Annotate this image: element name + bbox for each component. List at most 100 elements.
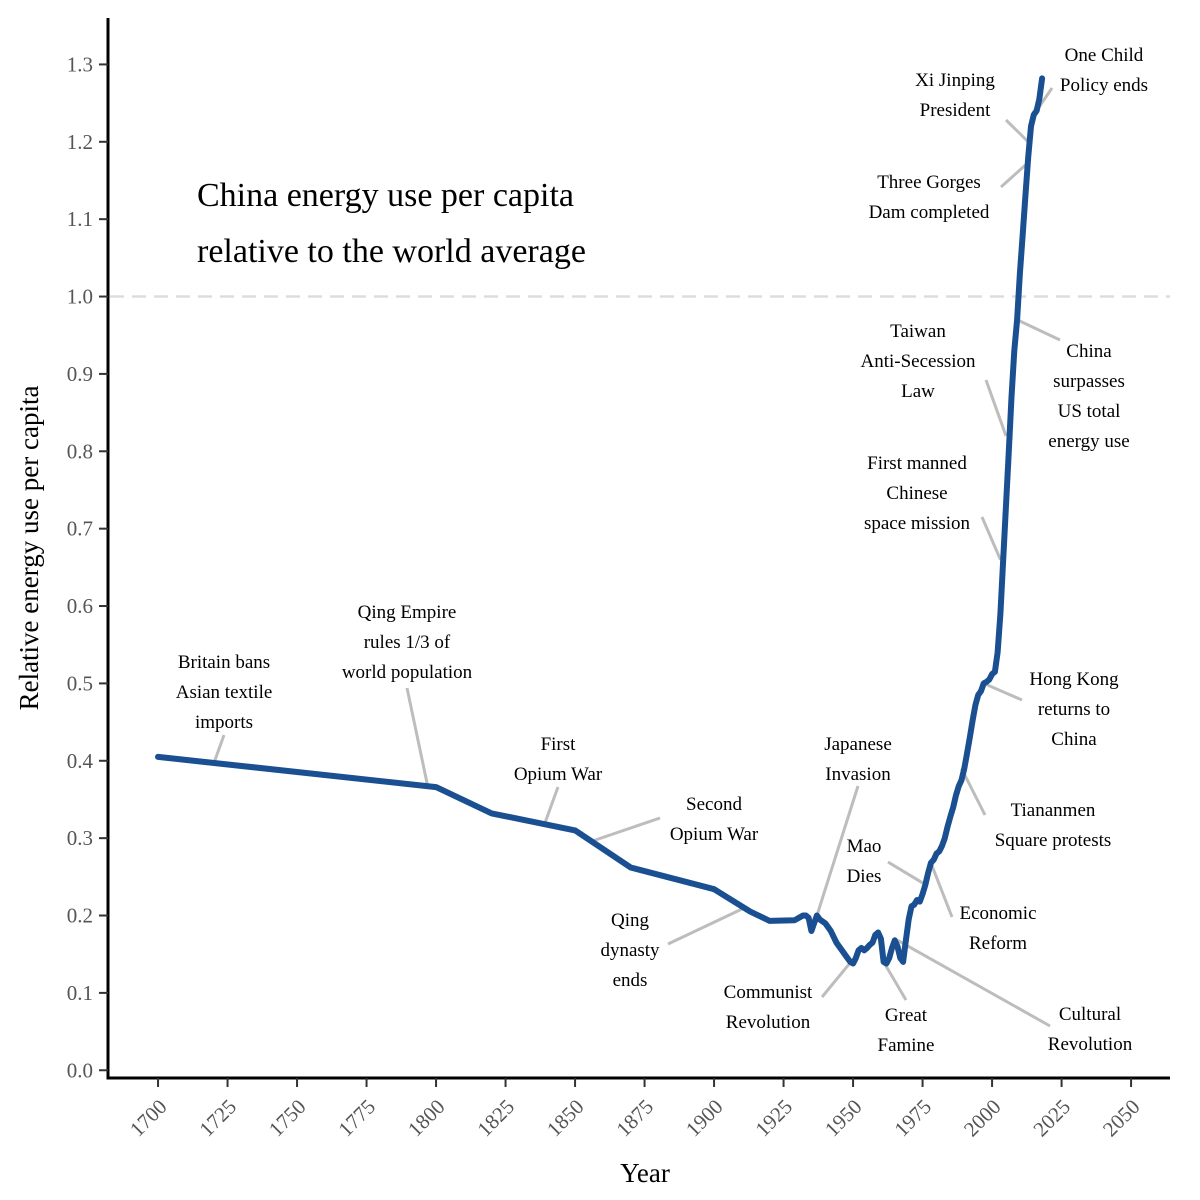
annotation-leader: [405, 687, 430, 787]
annotation-label: Policy ends: [1060, 75, 1148, 96]
annotation-leader: [1004, 118, 1030, 143]
annotation-label: One Child: [1065, 45, 1144, 66]
y-tick-label: 1.3: [67, 52, 93, 76]
annotation-leader: [896, 938, 1051, 1028]
annotation-leader: [543, 786, 560, 825]
annotation-label: China: [1066, 341, 1112, 362]
annotation-leader: [1016, 318, 1061, 342]
y-tick-label: 0.1: [67, 981, 93, 1005]
annotation-leader: [980, 516, 1002, 561]
annotation-label: Cultural: [1059, 1004, 1121, 1025]
annotation-label: Anti-Secession: [860, 351, 976, 372]
annotation-leader: [983, 682, 1023, 702]
annotation-label: Chinese: [886, 483, 947, 504]
x-tick-label: 1925: [750, 1095, 797, 1142]
annotation-leader: [929, 862, 954, 918]
x-tick-label: 1725: [194, 1095, 241, 1142]
annotation-label: Square protests: [995, 830, 1112, 851]
y-tick-label: 0.0: [67, 1058, 93, 1082]
x-tick-label: 1875: [611, 1095, 658, 1142]
annotation-label: Dies: [847, 866, 882, 887]
x-axis-ticks: 1700 1725 1750 1775 1800 1825 1850 1875 1900 1925…: [125, 1078, 1145, 1141]
annotation-label: Taiwan: [890, 321, 946, 342]
annotation-labels: Britain bans Asian textile imports Qing Emp…: [176, 45, 1148, 1056]
y-tick-label: 0.2: [67, 904, 93, 928]
annotation-label: energy use: [1048, 431, 1129, 452]
x-tick-label: 1975: [889, 1095, 936, 1142]
annotation-label: Communist: [724, 982, 813, 1003]
y-tick-label: 0.9: [67, 362, 93, 386]
annotation-leader: [820, 961, 852, 998]
chart-title: China energy use per capita relative to t…: [197, 177, 586, 270]
x-tick-label: 1850: [542, 1095, 589, 1142]
annotation-leader: [984, 379, 1008, 437]
annotation-label: Opium War: [514, 764, 603, 785]
annotation-leader: [667, 906, 746, 946]
annotation-leader: [591, 816, 661, 843]
annotation-leader: [212, 734, 226, 765]
annotation-label: Qing Empire: [358, 602, 457, 623]
annotation-label: world population: [342, 662, 473, 683]
chart-title-line: relative to the world average: [197, 233, 586, 270]
annotation-label: China: [1051, 729, 1097, 750]
annotation-label: Mao: [847, 836, 882, 857]
annotation-label: rules 1/3 of: [364, 632, 451, 653]
annotation-label: Xi Jinping: [915, 70, 995, 91]
annotation-label: space mission: [864, 513, 971, 534]
x-tick-label: 1825: [472, 1095, 519, 1142]
x-tick-label: 1750: [264, 1095, 311, 1142]
y-tick-label: 0.8: [67, 439, 93, 463]
y-tick-label: 0.3: [67, 826, 93, 850]
annotation-leaders: [212, 87, 1061, 1028]
annotation-label: surpasses: [1053, 371, 1125, 392]
y-tick-label: 1.2: [67, 130, 93, 154]
chart-title-line: China energy use per capita: [197, 177, 574, 214]
x-tick-label: 1950: [820, 1095, 867, 1142]
annotation-leader: [887, 860, 927, 886]
x-tick-label: 2000: [959, 1095, 1006, 1142]
annotation-label: Britain bans: [178, 652, 270, 673]
annotation-label: Great: [885, 1005, 928, 1026]
series-line-china: [155, 75, 1046, 967]
annotation-label: Economic: [959, 903, 1036, 924]
y-axis-title: Relative energy use per capita: [14, 386, 44, 711]
x-tick-label: 1900: [681, 1095, 728, 1142]
annotation-label: Law: [901, 381, 935, 402]
annotation-label: President: [920, 100, 991, 121]
annotation-label: returns to: [1038, 699, 1110, 720]
x-tick-label: 1775: [333, 1095, 380, 1142]
annotation-label: Invasion: [825, 764, 891, 785]
annotation-leader: [882, 961, 908, 1001]
annotation-label: Qing: [611, 910, 650, 931]
annotation-leader: [815, 785, 860, 916]
annotation-label: Three Gorges: [877, 172, 981, 193]
annotation-label: Famine: [878, 1035, 935, 1056]
y-tick-label: 0.4: [67, 749, 94, 773]
annotation-label: US total: [1058, 401, 1121, 422]
annotation-label: Revolution: [1048, 1034, 1133, 1055]
annotation-label: ends: [613, 970, 648, 991]
y-tick-label: 1.0: [67, 285, 93, 309]
annotation-label: Revolution: [726, 1012, 811, 1033]
y-tick-label: 0.7: [67, 517, 93, 541]
x-tick-label: 1800: [403, 1095, 450, 1142]
x-tick-label: 2050: [1098, 1095, 1145, 1142]
annotation-label: Dam completed: [869, 202, 990, 223]
annotation-label: dynasty: [600, 940, 660, 961]
annotation-label: First manned: [867, 453, 967, 474]
x-axis-title: Year: [620, 1158, 670, 1188]
annotation-label: First: [541, 734, 577, 755]
y-tick-label: 0.6: [67, 594, 93, 618]
annotation-leader: [999, 163, 1027, 189]
annotation-label: Hong Kong: [1029, 669, 1119, 690]
annotation-label: Opium War: [670, 824, 759, 845]
annotation-label: Reform: [969, 933, 1027, 954]
y-tick-label: 1.1: [67, 207, 93, 231]
annotation-label: Asian textile: [176, 682, 273, 703]
y-axis-ticks: 0.0 0.1 0.2 0.3 0.4 0.5 0.6 0.7 0.8 0.9 1.0 1.1 1.2 1…: [67, 52, 108, 1082]
annotation-label: Second: [686, 794, 742, 815]
y-tick-label: 0.5: [67, 671, 93, 695]
x-tick-label: 2025: [1028, 1095, 1075, 1142]
annotation-label: Tiananmen: [1011, 800, 1096, 821]
